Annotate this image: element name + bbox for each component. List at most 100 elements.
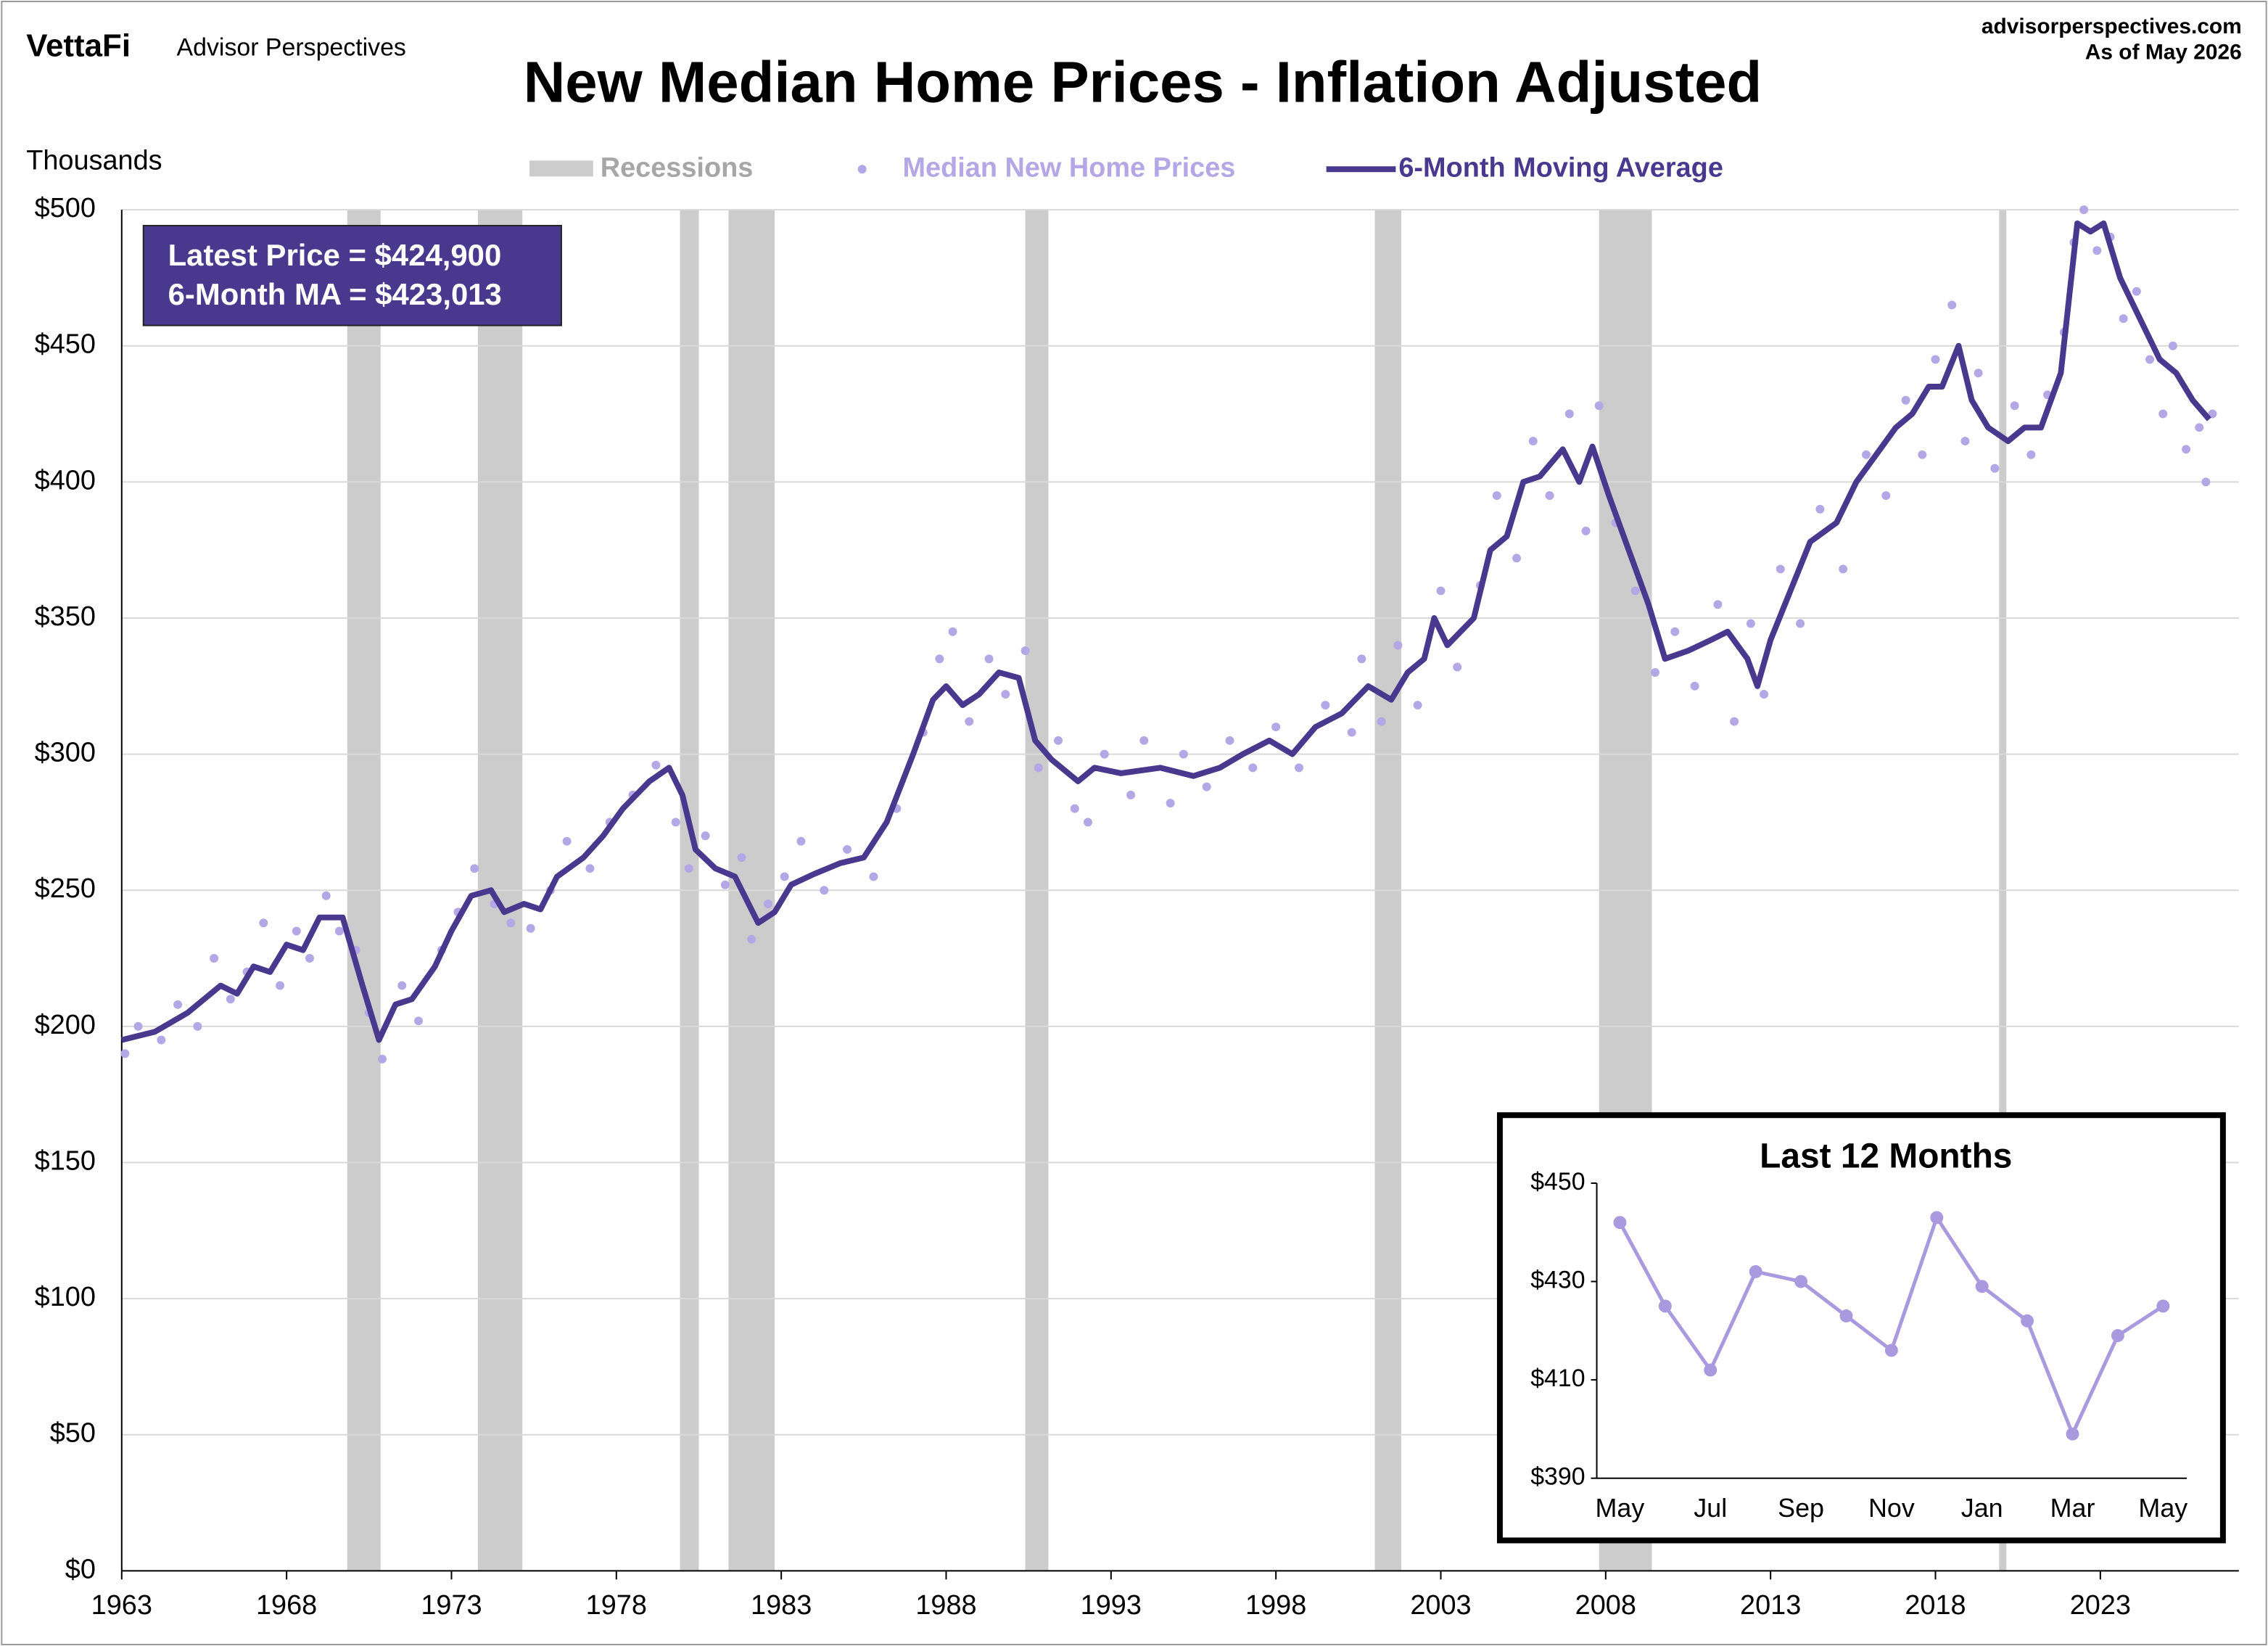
data-point — [1947, 300, 1957, 310]
data-point — [935, 654, 944, 664]
data-point — [2201, 477, 2211, 487]
legend-label: Median New Home Prices — [902, 152, 1235, 183]
data-point — [701, 831, 710, 841]
data-point — [1918, 450, 1927, 459]
inset-title: Last 12 Months — [1760, 1137, 2012, 1176]
data-point — [506, 918, 516, 928]
x-tick-label: 1978 — [586, 1590, 647, 1621]
y-tick-label: $500 — [35, 193, 96, 223]
inset-y-tick-label: $430 — [1530, 1267, 1585, 1294]
inset-point — [1930, 1211, 1944, 1225]
data-point — [334, 926, 344, 936]
inset-point — [1704, 1363, 1718, 1377]
y-tick-label: $200 — [35, 1010, 96, 1040]
data-point — [948, 627, 957, 636]
inset-y-tick-label: $410 — [1530, 1365, 1585, 1392]
inset-x-tick-label: May — [2138, 1494, 2187, 1523]
x-tick-label: 2023 — [2070, 1590, 2131, 1621]
data-point — [2119, 314, 2128, 324]
data-point — [1651, 668, 1660, 678]
data-point — [1054, 736, 1063, 745]
data-point — [1357, 654, 1366, 664]
data-point — [2132, 287, 2141, 296]
data-point — [1512, 554, 1522, 563]
data-point — [378, 1054, 387, 1063]
data-point — [1796, 619, 1805, 628]
y-tick-label: $150 — [35, 1145, 96, 1176]
data-point — [259, 918, 268, 928]
y-tick-label: $350 — [35, 601, 96, 632]
data-point — [796, 836, 806, 846]
data-point — [1862, 450, 1871, 459]
data-point — [120, 1049, 130, 1058]
data-point — [1760, 690, 1769, 699]
data-point — [1126, 790, 1136, 799]
y-tick-label: $100 — [35, 1282, 96, 1312]
data-point — [1271, 723, 1281, 732]
data-point — [720, 880, 730, 889]
data-point — [1528, 437, 1538, 446]
data-point — [1321, 701, 1330, 710]
data-point — [1594, 401, 1604, 411]
legend-swatch — [529, 160, 593, 177]
inset-point — [1975, 1280, 1989, 1293]
annotation: 6-Month MA = $423,013 — [168, 277, 502, 311]
y-tick-label: $300 — [35, 738, 96, 768]
x-tick-label: 2013 — [1740, 1590, 1801, 1621]
data-point — [1990, 464, 2000, 473]
data-point — [1974, 369, 1983, 378]
data-point — [1453, 662, 1462, 672]
data-point — [397, 981, 407, 990]
y-axis-label: Thousands — [26, 145, 162, 176]
data-point — [1545, 491, 1554, 501]
data-point — [1815, 504, 1825, 514]
data-point — [321, 891, 331, 900]
data-point — [2182, 445, 2191, 454]
inset-x-tick-label: May — [1596, 1494, 1645, 1523]
data-point — [780, 872, 789, 881]
data-point — [2168, 341, 2177, 350]
inset-point — [1749, 1265, 1762, 1278]
data-point — [1901, 395, 1910, 405]
data-point — [1166, 799, 1175, 808]
inset-point — [1613, 1216, 1627, 1230]
inset-point — [1884, 1343, 1898, 1357]
data-point — [965, 717, 974, 726]
x-tick-label: 1963 — [91, 1590, 152, 1621]
data-point — [226, 995, 235, 1004]
data-point — [1202, 782, 1211, 791]
data-point — [414, 1016, 423, 1026]
data-point — [984, 654, 994, 664]
y-tick-label: $450 — [35, 329, 96, 360]
data-point — [1960, 437, 1970, 446]
data-point — [1670, 627, 1680, 636]
x-tick-label: 1973 — [421, 1590, 482, 1621]
data-point — [2158, 409, 2168, 419]
data-point — [2195, 423, 2204, 432]
inset-x-tick-label: Jan — [1961, 1494, 2003, 1523]
data-point — [2026, 450, 2036, 459]
inset-point — [2156, 1299, 2170, 1313]
data-point — [2092, 246, 2102, 255]
x-tick-label: 2018 — [1905, 1590, 1966, 1621]
legend-label: 6-Month Moving Average — [1398, 152, 1723, 183]
data-point — [2079, 205, 2089, 215]
data-point — [1020, 646, 1030, 655]
data-point — [1436, 586, 1446, 596]
data-point — [1100, 749, 1109, 759]
data-point — [1248, 763, 1258, 773]
data-point — [1139, 736, 1149, 745]
data-point — [1225, 736, 1234, 745]
inset-x-tick-label: Mar — [2050, 1494, 2095, 1523]
data-point — [1713, 600, 1723, 609]
inset-y-tick-label: $450 — [1530, 1168, 1585, 1196]
data-point — [671, 818, 680, 827]
data-point — [869, 872, 878, 881]
data-point — [276, 981, 285, 990]
data-point — [763, 899, 772, 908]
data-point — [1070, 804, 1079, 813]
x-tick-label: 1988 — [915, 1590, 976, 1621]
data-point — [1730, 717, 1739, 726]
data-point — [1931, 355, 1940, 364]
